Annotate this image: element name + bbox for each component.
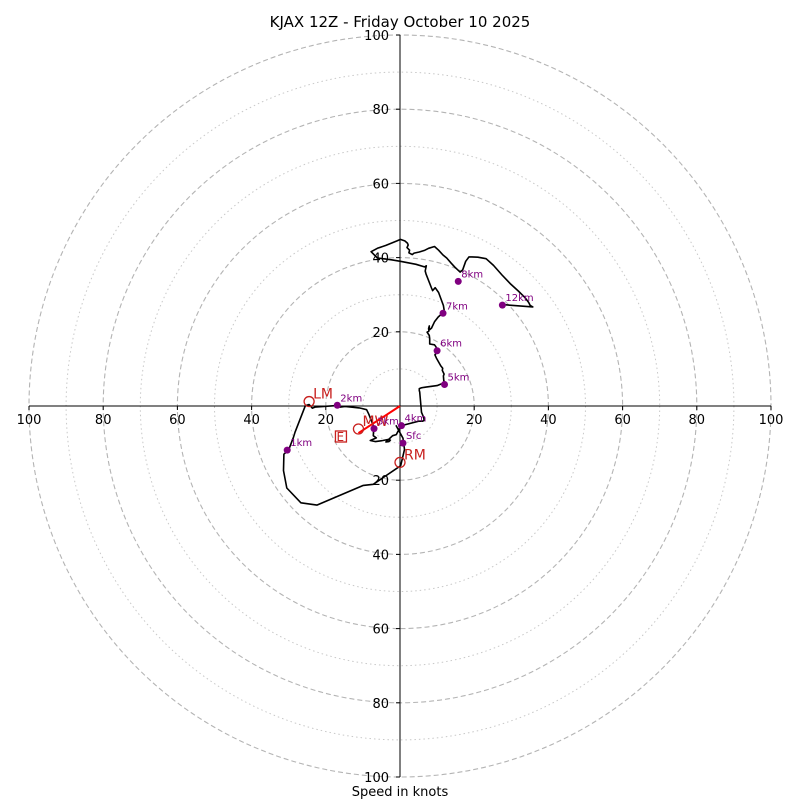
y-tick-label: 80 (372, 697, 389, 712)
height-point-8km (454, 277, 462, 285)
y-tick-label: 40 (372, 548, 389, 563)
storm-marker-rm (394, 456, 406, 469)
storm-marker-lm (303, 395, 315, 408)
x-tick-label: 100 (759, 413, 784, 428)
chart-title: KJAX 12Z - Friday October 10 2025 (270, 13, 531, 31)
height-label-7km: 7km (446, 301, 468, 312)
storm-label-lm: LM (313, 387, 333, 403)
height-label-1km: 1km (290, 438, 312, 449)
height-label-6km: 6km (440, 339, 462, 350)
height-points: Sfc 1km 2km 3km 4km 5km 6km 7km 8km 12km (283, 269, 534, 454)
effective-inflow-marker (334, 430, 348, 443)
height-label-sfc: Sfc (406, 431, 421, 442)
y-tick-label: 80 (372, 103, 389, 118)
x-tick-label: 100 (17, 413, 42, 428)
x-tick-label: 40 (540, 413, 557, 428)
height-label-2km: 2km (340, 393, 362, 404)
x-axis-label: Speed in knots (352, 785, 449, 800)
height-label-5km: 5km (448, 372, 470, 383)
height-label-3km: 3km (377, 417, 399, 428)
storm-label-rm: RM (404, 447, 426, 463)
shear-vector (357, 405, 401, 434)
y-tick-label: 60 (372, 177, 389, 192)
x-tick-label: 60 (614, 413, 631, 428)
bulk-shear-line (357, 405, 401, 434)
storm-motions: LM MW RM E (303, 387, 426, 469)
height-point-2km (333, 401, 341, 409)
x-tick-label: 80 (95, 413, 112, 428)
y-tick-label: 20 (372, 326, 389, 341)
x-tick-label: 20 (318, 413, 335, 428)
y-tick-label: 20 (372, 474, 389, 489)
tick-labels: 100 80 60 40 20 20 40 60 80 100100806040202040608… (17, 29, 784, 786)
y-tick-label: 60 (372, 623, 389, 638)
height-label-4km: 4km (404, 414, 426, 425)
height-point-12km (498, 301, 506, 309)
height-label-12km: 12km (505, 293, 533, 304)
height-point-1km (283, 446, 291, 454)
height-label-8km: 8km (461, 269, 483, 280)
x-tick-label: 20 (466, 413, 483, 428)
storm-marker-mw (352, 423, 365, 435)
x-tick-label: 40 (243, 413, 260, 428)
height-point-7km (439, 309, 447, 317)
height-point-4km (397, 422, 405, 430)
height-point-5km (441, 380, 449, 388)
height-point-sfc (399, 439, 407, 447)
hodograph-line (282, 238, 534, 506)
height-point-6km (433, 347, 441, 355)
y-tick-label: 100 (364, 771, 389, 786)
y-tick-label: 100 (364, 29, 389, 44)
x-tick-label: 80 (689, 413, 706, 428)
wind-trace (282, 238, 534, 506)
storm-label-mw: MW (362, 414, 388, 430)
height-point-3km (370, 425, 378, 433)
effective-inflow-label: E (336, 430, 344, 444)
x-tick-label: 60 (169, 413, 186, 428)
